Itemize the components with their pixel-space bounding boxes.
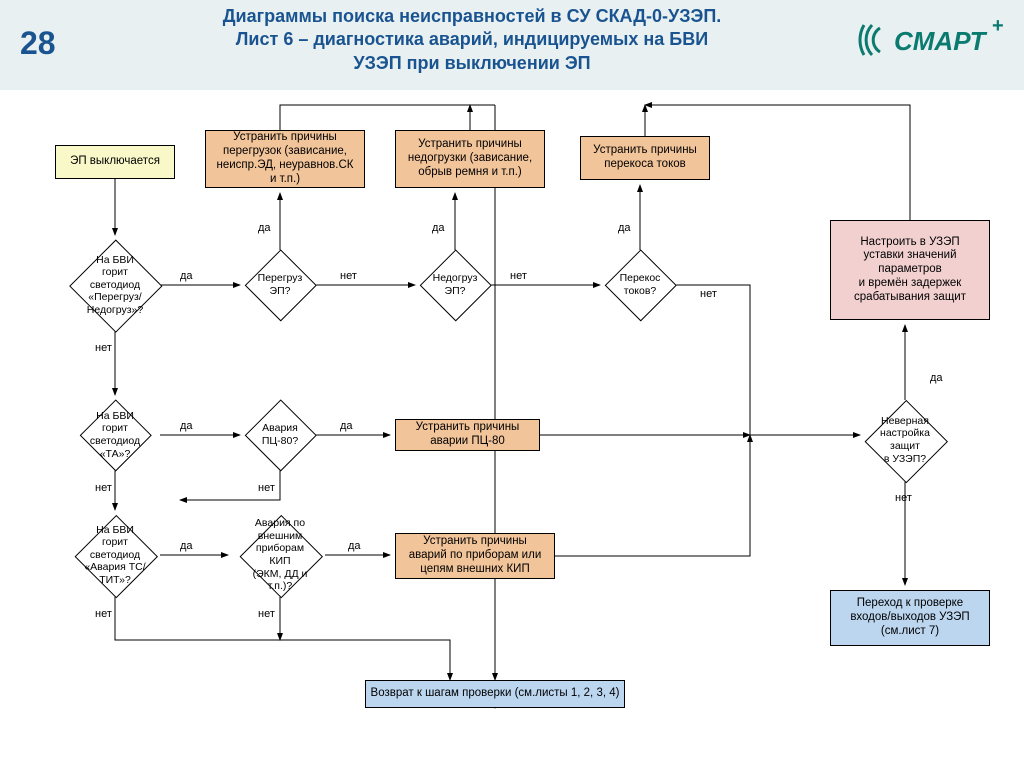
node-p_skew: Устранить причиныперекоса токов	[580, 136, 710, 180]
label-l3: да	[258, 222, 271, 234]
node-d_pc80: Авария ПЦ-80?	[245, 400, 315, 470]
node-p_set: Настроить в УЗЭПуставки значенийпараметр…	[830, 220, 990, 320]
logo: СМАРТ +	[854, 10, 1014, 70]
node-start: ЭП выключается	[55, 145, 175, 179]
label-l1: да	[180, 270, 193, 282]
label-l8: нет	[700, 288, 717, 300]
node-d_bvi2: На БВИгорит светодиод«ТА»?	[70, 400, 160, 470]
node-d_skew: Перекос токов?	[605, 250, 675, 320]
label-l12: нет	[258, 482, 275, 494]
page-number: 28	[20, 25, 56, 62]
label-l9: да	[180, 420, 193, 432]
label-l16: нет	[258, 608, 275, 620]
node-p_under: Устранить причинынедогрузки (зависание,о…	[395, 130, 545, 188]
label-l15: да	[348, 540, 361, 552]
title-line-2: Лист 6 – диагностика аварий, индицируемы…	[236, 29, 708, 49]
arrow-19	[115, 595, 450, 680]
node-d_bvi1: На БВИгорит светодиод«Перегруз/Недогруз»…	[70, 240, 160, 330]
header: 28 Диаграммы поиска неисправностей в СУ …	[0, 0, 1024, 90]
label-l18: нет	[895, 492, 912, 504]
node-d_bvi3: На БВИгорит светодиод«Авария ТС/ТИТ»?	[70, 515, 160, 595]
node-p_next: Переход к проверкевходов/выходов УЗЭП(см…	[830, 590, 990, 646]
label-l13: да	[180, 540, 193, 552]
page-title: Диаграммы поиска неисправностей в СУ СКА…	[100, 5, 844, 75]
label-l17: да	[930, 372, 943, 384]
node-d_under: Недогруз ЭП?	[420, 250, 490, 320]
arrow-21	[555, 435, 750, 556]
logo-plus: +	[992, 15, 1004, 37]
label-l11: да	[340, 420, 353, 432]
label-l4: нет	[340, 270, 357, 282]
label-l5: да	[432, 222, 445, 234]
node-d_over: Перегруз ЭП?	[245, 250, 315, 320]
label-l2: нет	[95, 342, 112, 354]
label-l10: нет	[95, 482, 112, 494]
node-p_over: Устранить причиныперегрузок (зависание,н…	[205, 130, 365, 188]
node-d_kip: Авария по внешнимприборам КИП(ЭКМ, ДД и …	[235, 515, 325, 595]
node-p_kip: Устранить причиныаварий по приборам илиц…	[395, 533, 555, 579]
flowchart-canvas: ЭП выключается На БВИгорит светодиод«Пере…	[0, 90, 1024, 768]
title-line-1: Диаграммы поиска неисправностей в СУ СКА…	[223, 6, 722, 26]
title-line-3: УЗЭП при выключении ЭП	[353, 53, 590, 73]
label-l14: нет	[95, 608, 112, 620]
node-p_back: Возврат к шагам проверки (см.листы 1, 2,…	[365, 680, 625, 708]
label-l6: нет	[510, 270, 527, 282]
node-p_pc80: Устранить причиныаварии ПЦ-80	[395, 419, 540, 451]
label-l7: да	[618, 222, 631, 234]
logo-text: СМАРТ	[894, 26, 988, 56]
node-d_prot: Невернаянастройка защитв УЗЭП?	[865, 400, 945, 480]
